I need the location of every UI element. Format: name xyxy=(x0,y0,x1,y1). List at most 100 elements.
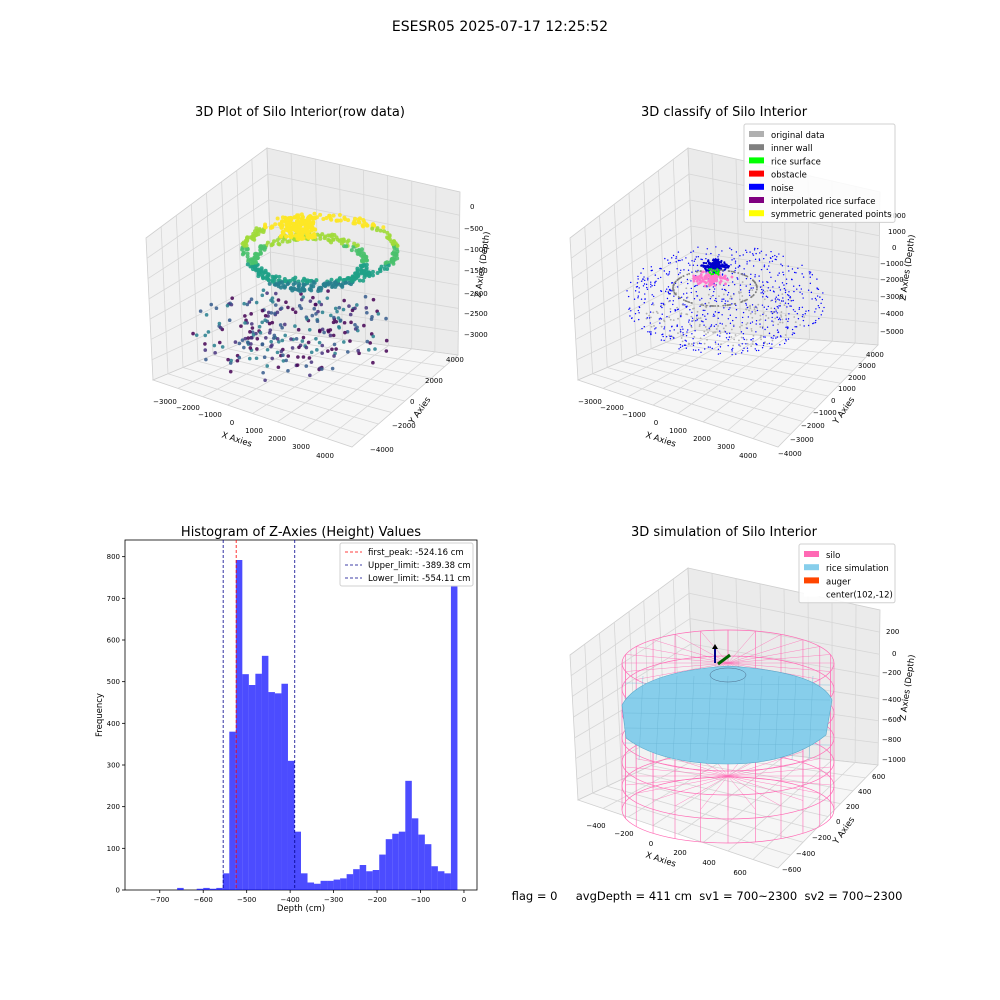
data-point xyxy=(801,273,803,275)
data-point xyxy=(787,299,790,301)
data-point xyxy=(629,307,631,309)
data-point xyxy=(318,285,323,290)
panel2-legend: original data inner wall rice surface obsta… xyxy=(743,123,896,223)
data-point xyxy=(647,279,649,281)
data-point xyxy=(784,302,787,304)
data-point xyxy=(734,269,736,272)
data-point xyxy=(304,364,309,368)
gridline xyxy=(146,173,269,259)
data-point xyxy=(708,268,711,271)
data-point xyxy=(283,215,288,221)
data-point xyxy=(749,322,752,324)
data-point xyxy=(762,281,764,283)
panel2-ztick: −3000 xyxy=(880,293,904,301)
data-point xyxy=(664,257,666,260)
data-point xyxy=(373,347,377,351)
data-point xyxy=(331,237,336,242)
data-point xyxy=(701,258,703,261)
histogram-bar xyxy=(340,878,347,890)
data-point xyxy=(692,264,695,266)
data-point xyxy=(648,331,651,333)
data-point xyxy=(758,258,761,260)
data-point xyxy=(759,336,762,339)
data-point xyxy=(809,276,811,278)
data-point xyxy=(678,277,681,280)
gridline xyxy=(572,199,691,279)
gridline xyxy=(147,199,269,279)
legend-frame xyxy=(339,542,474,587)
data-point xyxy=(645,283,648,286)
data-point xyxy=(357,220,362,225)
data-point xyxy=(816,295,819,297)
panel1-xtick: −1000 xyxy=(198,411,222,419)
gridline xyxy=(613,622,623,780)
data-point xyxy=(660,339,663,341)
data-point xyxy=(714,331,716,334)
gridline xyxy=(576,303,695,361)
data-point xyxy=(679,297,682,299)
data-point xyxy=(240,247,245,252)
data-point xyxy=(724,264,727,267)
data-point xyxy=(715,297,717,300)
data-point xyxy=(671,257,673,259)
panel2-xtick: −3000 xyxy=(578,398,602,406)
data-point xyxy=(384,338,389,343)
data-point xyxy=(740,331,743,333)
data-point xyxy=(206,330,211,334)
data-point xyxy=(780,311,783,313)
data-point xyxy=(775,337,777,339)
data-point xyxy=(312,227,318,232)
data-point xyxy=(726,265,729,268)
data-point xyxy=(776,329,779,331)
data-point xyxy=(284,300,288,304)
data-point xyxy=(314,278,319,283)
data-point xyxy=(753,249,756,251)
data-point xyxy=(713,283,717,287)
histogram-bar xyxy=(320,880,328,890)
data-point xyxy=(684,299,687,302)
data-point xyxy=(770,337,773,339)
data-point xyxy=(309,288,314,293)
data-point xyxy=(689,323,691,326)
data-point xyxy=(710,252,712,255)
data-point xyxy=(249,322,254,326)
data-point xyxy=(251,333,256,337)
data-point xyxy=(702,321,704,323)
data-point xyxy=(633,320,636,322)
data-point xyxy=(751,289,754,292)
data-point xyxy=(781,293,784,295)
ytick-label: 300 xyxy=(107,762,120,770)
gridline xyxy=(206,192,214,356)
data-point xyxy=(677,259,680,262)
data-point xyxy=(357,278,362,283)
data-point xyxy=(361,278,366,283)
data-point xyxy=(740,336,743,339)
data-point xyxy=(768,261,771,263)
data-point xyxy=(320,310,325,315)
data-point xyxy=(708,271,711,274)
data-point xyxy=(638,291,640,293)
data-point xyxy=(275,350,280,355)
histogram-bar xyxy=(261,655,269,890)
data-point xyxy=(706,338,708,341)
data-point xyxy=(710,273,713,276)
panel1-ztick: −3000 xyxy=(464,331,488,339)
data-point xyxy=(638,318,640,321)
data-point xyxy=(665,288,668,290)
data-point xyxy=(301,295,306,299)
data-point xyxy=(731,353,733,356)
data-point xyxy=(382,229,387,234)
data-point xyxy=(766,308,768,311)
data-point xyxy=(290,346,295,350)
histogram-bar xyxy=(346,874,354,890)
rice-mesh-line xyxy=(706,675,712,761)
data-point xyxy=(754,276,756,278)
panel4-ytick: 600 xyxy=(872,773,885,781)
data-point xyxy=(269,311,274,315)
data-point xyxy=(672,254,675,257)
data-point xyxy=(649,322,652,324)
data-point xyxy=(684,339,686,341)
data-point xyxy=(626,290,628,292)
data-point xyxy=(749,304,751,307)
data-point xyxy=(316,288,321,293)
